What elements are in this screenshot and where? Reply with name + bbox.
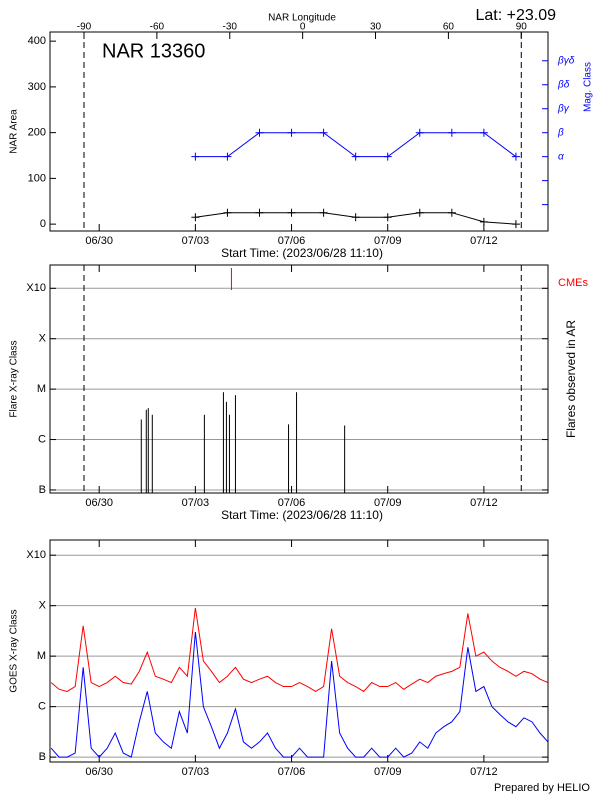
cme-legend: CMEs (558, 277, 588, 289)
footer-credit: Prepared by HELIO (494, 782, 590, 794)
point-marker (351, 152, 360, 161)
point-marker (383, 152, 392, 161)
y-tick-label: X (39, 333, 47, 345)
x-tick-label: 07/12 (470, 497, 498, 509)
x-tick-label: 07/12 (470, 766, 498, 778)
point-marker (191, 213, 200, 222)
point-marker (479, 128, 488, 137)
y2-tick-label: βγ (557, 103, 570, 114)
x-tick-label: 06/30 (85, 235, 113, 247)
x-tick-label: 06/30 (85, 766, 113, 778)
y-tick-label: C (38, 701, 46, 713)
y2-tick-label: βγδ (557, 55, 575, 66)
point-marker (223, 152, 232, 161)
x2-tick-label: 60 (443, 22, 455, 33)
x-tick-label: 07/09 (374, 497, 402, 509)
x-tick-label: 07/09 (374, 235, 402, 247)
y2-axis-label: Mag. Class (583, 62, 594, 112)
point-marker (383, 213, 392, 222)
y2-axis-label: Flares observed in AR (564, 320, 578, 438)
x2-tick-label: -60 (150, 22, 165, 33)
point-marker (511, 152, 520, 161)
x2-tick-label: 0 (300, 22, 306, 33)
x-tick-label: 06/30 (85, 497, 113, 509)
point-marker (223, 208, 232, 217)
point-marker (287, 208, 296, 217)
x-tick-label: 07/09 (374, 766, 402, 778)
point-marker (415, 208, 424, 217)
x-tick-label: 07/03 (182, 766, 210, 778)
point-marker (511, 220, 520, 229)
y-tick-label: 400 (28, 35, 46, 47)
y-tick-label: C (38, 433, 46, 445)
y-tick-label: X (39, 600, 47, 612)
y-tick-label: M (37, 650, 46, 662)
x-tick-label: 07/12 (470, 235, 498, 247)
plot-frame (49, 31, 549, 232)
y-tick-label: X10 (26, 549, 46, 561)
point-marker (415, 128, 424, 137)
y-axis-label: Flare X-ray Class (9, 340, 20, 417)
y-tick-label: B (39, 484, 46, 496)
x-tick-label: 07/06 (278, 497, 306, 509)
point-marker (191, 152, 200, 161)
y-tick-label: 0 (40, 218, 46, 230)
y-tick-label: 200 (28, 127, 46, 139)
x-axis-label: Start Time: (2023/06/28 11:10) (221, 508, 383, 522)
point-marker (287, 128, 296, 137)
y-tick-label: X10 (26, 282, 46, 294)
latitude-label: Lat: +23.09 (475, 7, 556, 24)
panel-title: NAR 13360 (102, 40, 205, 62)
plot-frame (49, 264, 549, 494)
x-tick-label: 07/06 (278, 235, 306, 247)
point-marker (319, 208, 328, 217)
x2-tick-label: 90 (516, 22, 528, 33)
x2-axis-label: NAR Longitude (268, 13, 336, 24)
y2-tick-label: β (557, 127, 564, 138)
point-marker (255, 128, 264, 137)
series-line (50, 607, 549, 693)
x2-tick-label: 30 (370, 22, 382, 33)
point-marker (319, 128, 328, 137)
y2-tick-label: α (558, 151, 564, 162)
x2-tick-label: -30 (223, 22, 238, 33)
x-axis-label: Start Time: (2023/06/28 11:10) (221, 246, 383, 260)
y-axis-label: NAR Area (9, 109, 20, 154)
x-tick-label: 07/03 (182, 235, 210, 247)
y-tick-label: 300 (28, 81, 46, 93)
y-axis-label: GOES X-ray Class (9, 609, 20, 692)
point-marker (447, 128, 456, 137)
point-marker (479, 217, 488, 226)
y-tick-label: 100 (28, 172, 46, 184)
x2-tick-label: -90 (77, 22, 92, 33)
x-tick-label: 07/06 (278, 766, 306, 778)
y2-tick-label: βδ (557, 79, 570, 90)
point-marker (255, 208, 264, 217)
x-tick-label: 07/03 (182, 497, 210, 509)
point-marker (447, 208, 456, 217)
series-line (50, 632, 549, 758)
y-tick-label: M (37, 383, 46, 395)
y-tick-label: B (39, 751, 46, 763)
plot-frame (49, 539, 549, 763)
point-marker (351, 213, 360, 222)
